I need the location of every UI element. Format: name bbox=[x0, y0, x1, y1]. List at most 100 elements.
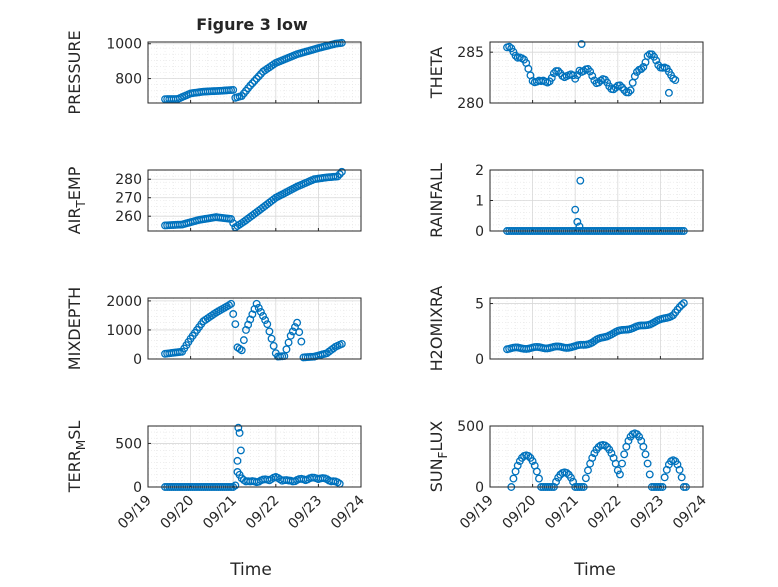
data-point bbox=[601, 441, 609, 450]
x-tick-label: 09/23 bbox=[285, 493, 325, 533]
data-point bbox=[236, 446, 245, 455]
data-point bbox=[586, 67, 595, 76]
axes-frame bbox=[147, 41, 362, 104]
x-tick-label: 09/19 bbox=[457, 493, 497, 533]
data-point bbox=[505, 42, 514, 51]
data-point bbox=[513, 461, 522, 470]
data-point bbox=[677, 473, 686, 482]
data-point bbox=[562, 468, 571, 477]
data-point bbox=[227, 215, 236, 223]
y-axis-label: THETA bbox=[427, 47, 446, 99]
data-point bbox=[528, 457, 537, 466]
y-tick-label: 270 bbox=[115, 191, 142, 207]
data-point bbox=[246, 81, 255, 90]
y-tick-label: 0 bbox=[475, 224, 484, 240]
data-point bbox=[645, 470, 654, 479]
subplot-rainfall: 0 1 2 RAINFALL bbox=[427, 163, 704, 240]
y-axis-label: AIRTEMP bbox=[65, 166, 88, 234]
axes-frame bbox=[489, 297, 704, 360]
data-point bbox=[286, 331, 295, 340]
data-point bbox=[229, 310, 238, 318]
x-tick-label: 09/24 bbox=[328, 492, 368, 532]
data-point bbox=[576, 176, 585, 185]
x-tick-label: 09/21 bbox=[542, 493, 582, 533]
data-point bbox=[248, 79, 257, 88]
data-point bbox=[233, 456, 242, 465]
x-tick-label: 09/19 bbox=[115, 493, 155, 533]
data-point bbox=[254, 72, 263, 81]
y-tick-label: 285 bbox=[457, 45, 484, 61]
data-point bbox=[535, 474, 543, 483]
data-point bbox=[547, 73, 556, 82]
data-point bbox=[575, 222, 584, 231]
x-tick-label: 09/21 bbox=[200, 493, 240, 533]
data-point bbox=[637, 65, 646, 74]
data-point bbox=[675, 303, 684, 312]
axes-frame bbox=[147, 425, 362, 488]
data-point bbox=[250, 76, 259, 85]
data-point bbox=[337, 167, 346, 176]
x-tick-label: 09/24 bbox=[670, 492, 710, 532]
data-point bbox=[588, 71, 597, 80]
data-point bbox=[566, 473, 575, 482]
data-point bbox=[618, 459, 627, 468]
y-axis-label: RAINFALL bbox=[427, 163, 446, 238]
y-axis-label: H2OMIXRA bbox=[427, 286, 446, 372]
data-point bbox=[660, 473, 669, 482]
subplot-terr_msl: 09/19 09/20 09/21 09/22 09/23 09/24 0 500 TERRMS… bbox=[65, 421, 368, 533]
data-point bbox=[615, 81, 624, 90]
data-point bbox=[652, 56, 661, 65]
data-point bbox=[669, 74, 678, 83]
y-tick-label: 0 bbox=[133, 480, 142, 496]
data-point bbox=[613, 466, 622, 475]
subplot-mixdepth: 0 1000 2000 MIXDEPTH bbox=[65, 287, 362, 370]
x-axis-label-left: Time bbox=[229, 560, 272, 580]
data-point bbox=[254, 303, 263, 312]
y-tick-label: 500 bbox=[457, 419, 484, 435]
data-point bbox=[229, 85, 238, 94]
data-point bbox=[511, 51, 520, 60]
data-point bbox=[532, 467, 541, 476]
y-tick-label: 2000 bbox=[106, 294, 142, 310]
data-point bbox=[620, 450, 629, 459]
y-axis-label: PRESSURE bbox=[65, 30, 84, 114]
data-point bbox=[607, 449, 616, 458]
x-tick-label: 09/20 bbox=[500, 493, 540, 533]
data-point bbox=[263, 320, 272, 329]
subplot-pressure: 800 1000 PRESSURE bbox=[65, 30, 362, 115]
data-point bbox=[259, 312, 267, 320]
data-point bbox=[509, 474, 518, 483]
y-tick-label: 260 bbox=[115, 209, 142, 225]
y-tick-label: 0 bbox=[475, 480, 484, 496]
data-point bbox=[624, 436, 633, 445]
data-point bbox=[524, 451, 533, 460]
x-axis-label-right: Time bbox=[573, 560, 616, 580]
data-point bbox=[639, 442, 648, 451]
y-tick-label: 0 bbox=[133, 352, 142, 368]
y-tick-label: 500 bbox=[115, 436, 142, 452]
data-point bbox=[335, 170, 344, 179]
y-tick-label: 1 bbox=[475, 194, 484, 210]
axes-frame bbox=[489, 425, 704, 488]
data-point bbox=[234, 423, 243, 432]
data-point bbox=[626, 86, 635, 95]
data-point bbox=[333, 172, 342, 181]
y-axis-label: TERRMSL bbox=[65, 421, 88, 494]
data-point bbox=[227, 299, 236, 308]
axes-frame bbox=[147, 169, 362, 232]
data-point bbox=[252, 74, 261, 83]
data-point bbox=[647, 50, 656, 59]
data-point bbox=[235, 429, 244, 437]
data-point bbox=[630, 72, 639, 81]
data-point bbox=[577, 40, 586, 48]
data-point bbox=[265, 327, 274, 336]
x-tick-label: 09/23 bbox=[627, 493, 667, 533]
data-point bbox=[635, 432, 644, 441]
y-tick-label: 0 bbox=[475, 352, 484, 368]
data-point bbox=[269, 341, 278, 350]
data-point bbox=[675, 465, 684, 474]
data-point bbox=[239, 336, 248, 345]
data-point bbox=[231, 320, 240, 329]
